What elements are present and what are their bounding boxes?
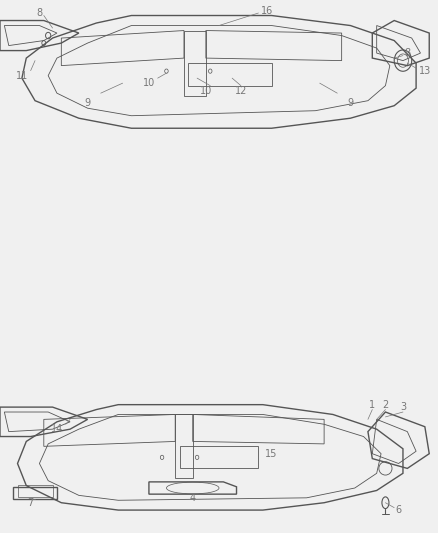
Text: 8: 8 bbox=[36, 8, 42, 18]
Text: 8: 8 bbox=[404, 48, 410, 58]
Text: 10: 10 bbox=[143, 78, 155, 88]
Text: 14: 14 bbox=[51, 424, 63, 434]
Text: 6: 6 bbox=[396, 505, 402, 515]
Text: 3: 3 bbox=[400, 402, 406, 412]
Text: 9: 9 bbox=[347, 98, 353, 108]
Text: 2: 2 bbox=[382, 400, 389, 410]
Bar bbox=[18, 485, 53, 497]
Text: 15: 15 bbox=[265, 449, 278, 459]
Text: 12: 12 bbox=[235, 86, 247, 95]
Text: 9: 9 bbox=[85, 98, 91, 108]
Text: 7: 7 bbox=[28, 498, 34, 508]
Text: 4: 4 bbox=[190, 493, 196, 503]
Text: 16: 16 bbox=[261, 5, 273, 15]
Text: 1: 1 bbox=[369, 400, 375, 410]
Text: 10: 10 bbox=[200, 86, 212, 95]
Text: 11: 11 bbox=[16, 71, 28, 80]
Text: 13: 13 bbox=[419, 66, 431, 76]
